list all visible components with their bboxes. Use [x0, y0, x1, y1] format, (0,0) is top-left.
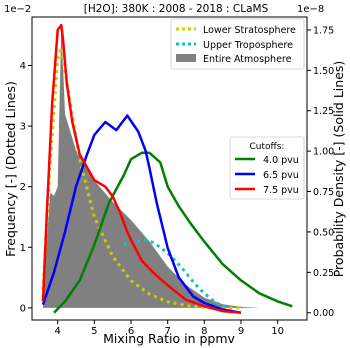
- x-axis-label: Mixing Ratio in ppmv: [103, 331, 235, 346]
- series-4-0-pvu-line: [53, 151, 293, 314]
- legend-cutoffs: Cutoffs: 4.0 pvu 6.5 pvu 7.5 pvu: [229, 136, 305, 200]
- right-tick-label: 1.50: [313, 66, 334, 77]
- chart-title: [H2O]: 380K : 2008 - 2018 : CLaMS: [84, 3, 269, 15]
- plot-frame: [31, 16, 308, 321]
- left-axis-ticks: 0 1 2 3 4: [20, 61, 32, 314]
- right-tick-label: 1.75: [313, 25, 334, 36]
- legend-label-upper-troposphere: Upper Troposphere: [203, 40, 293, 51]
- series-7-5-pvu-line: [41, 23, 242, 314]
- legend-top: Lower Stratosphere Upper Troposphere Ent…: [170, 18, 305, 70]
- legend-cutoffs-title: Cutoffs:: [250, 142, 285, 152]
- right-axis-ticks: 0.00 0.25 0.50 0.75 1.00 1.25 1.50 1.75: [307, 25, 334, 319]
- legend-cutoffs-box: [229, 136, 305, 200]
- legend-label-4pvu: 4.0 pvu: [263, 155, 299, 166]
- x-tick-label: 4: [54, 326, 60, 337]
- legend-label-6-5pvu: 6.5 pvu: [263, 170, 299, 181]
- left-tick-label: 0: [20, 303, 26, 314]
- left-tick-label: 4: [20, 61, 26, 72]
- left-axis-exponent: 1e−2: [4, 4, 31, 15]
- left-tick-label: 1: [20, 243, 26, 254]
- x-tick-label: 6: [128, 326, 134, 337]
- legend-label-lower-stratosphere: Lower Stratosphere: [203, 25, 296, 36]
- right-tick-label: 0.00: [313, 308, 334, 319]
- series-lower-stratosphere-line: [41, 45, 241, 310]
- right-tick-label: 0.25: [313, 268, 334, 279]
- right-tick-label: 1.25: [313, 106, 334, 117]
- legend-label-7-5pvu: 7.5 pvu: [263, 185, 299, 196]
- x-tick-label: 5: [91, 326, 97, 337]
- legend-swatch-entire-atmosphere: [176, 54, 196, 62]
- left-tick-label: 3: [20, 122, 26, 133]
- right-tick-label: 1.00: [313, 147, 334, 158]
- x-tick-label: 8: [201, 326, 207, 337]
- x-tick-label: 7: [164, 326, 170, 337]
- left-tick-label: 2: [20, 182, 26, 193]
- x-axis-ticks: 4 5 6 7 8 9 10: [54, 320, 284, 337]
- legend-top-box: [170, 18, 305, 70]
- x-tick-label: 10: [271, 326, 284, 337]
- left-axis-label: Frequency [-] (Dotted Lines): [3, 81, 18, 257]
- right-tick-label: 0.50: [313, 227, 334, 238]
- right-axis-label: Probability Density [-] (Solid Lines): [331, 61, 346, 278]
- right-tick-label: 0.75: [313, 187, 334, 198]
- right-axis-exponent: 1e−8: [297, 4, 324, 15]
- legend-label-entire-atmosphere: Entire Atmosphere: [203, 54, 292, 65]
- x-tick-label: 9: [238, 326, 244, 337]
- lines-layer: [41, 23, 293, 314]
- series-6-5-pvu-line: [41, 114, 242, 314]
